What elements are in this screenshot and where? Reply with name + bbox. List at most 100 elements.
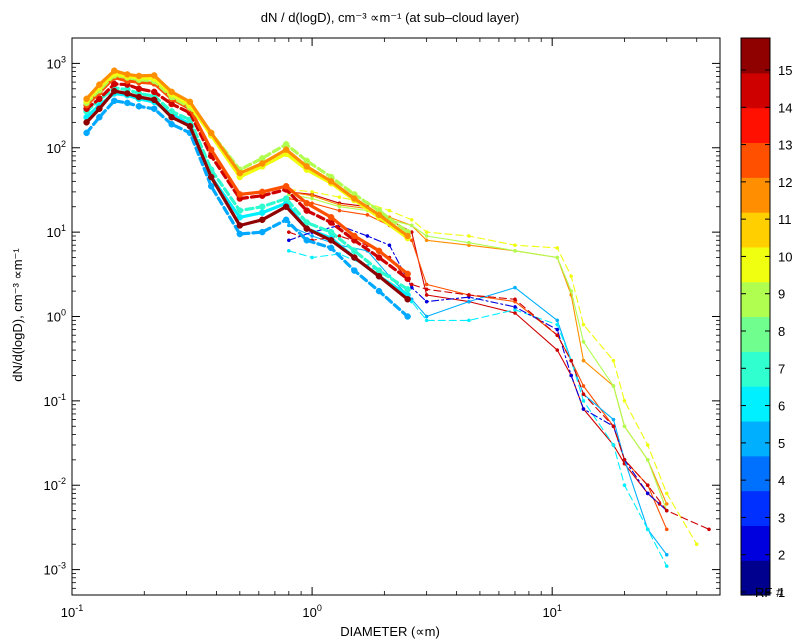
large-particle-series-line-point — [424, 293, 429, 297]
large-particle-series-line-point — [365, 213, 370, 217]
large-particle-series-line-point — [611, 424, 616, 429]
colorbar-tick-label: 14 — [778, 100, 792, 115]
small-particle-series-line-point — [327, 244, 335, 252]
small-particle-series-line-point — [207, 182, 215, 190]
large-particle-series-line-point — [581, 399, 586, 403]
large-particle-series-line-point — [569, 373, 574, 378]
large-particle-series-line-point — [707, 527, 711, 532]
x-tick-label: 101 — [542, 603, 561, 620]
y-tick-label: 100 — [47, 308, 66, 325]
colorbar-swatch — [741, 212, 770, 248]
small-particle-series-line-point — [124, 99, 131, 107]
y-tick-label: 103 — [47, 54, 66, 71]
small-particle-series-line-point — [96, 81, 103, 88]
x-axis-label: DIAMETER (∝m) — [340, 624, 440, 639]
small-particle-series-line-point — [303, 225, 310, 232]
small-particle-series-line-point — [282, 203, 290, 210]
large-particle-series-line-point — [664, 564, 669, 568]
small-particle-series-line-point — [404, 270, 411, 278]
y-tick-label: 10-2 — [44, 476, 66, 493]
large-particle-series-line-point — [645, 527, 650, 532]
colorbar-tick-label: 5 — [778, 436, 785, 451]
colorbar-tick-label: 8 — [778, 324, 785, 339]
large-particle-series-line-point — [286, 248, 291, 253]
colorbar-swatch — [741, 107, 770, 144]
small-particle-series-line-point — [351, 254, 358, 261]
large-particle-series-line-point — [513, 285, 517, 290]
small-particle-series-line-point — [83, 129, 90, 137]
large-particle-series-line-point — [664, 502, 669, 506]
small-particle-series-line-point — [303, 163, 310, 170]
large-particle-series-line-point — [694, 542, 699, 547]
small-particle-series-line-point — [258, 203, 266, 210]
colorbar-tick-label: 10 — [778, 249, 792, 264]
y-axis-label: dN/d(logD), cm⁻³ ∝m⁻¹ — [10, 248, 25, 382]
small-particle-series-line-point — [303, 237, 310, 244]
large-particle-series-line-point — [513, 311, 517, 315]
small-particle-series-line-point — [258, 188, 266, 196]
large-particle-series-line-point — [310, 234, 314, 238]
plot-background — [72, 38, 720, 595]
colorbar-swatch — [741, 246, 770, 283]
small-particle-series-line-point — [135, 103, 143, 110]
y-tick-label: 101 — [47, 223, 66, 240]
plot-area: 10-1 100 101 10-3 10-2 10-1 100 101 102 103 — [44, 37, 721, 620]
large-particle-series-line-point — [409, 282, 414, 287]
small-particle-series-line-point — [111, 67, 118, 74]
colorbar-tick-label: 1 — [778, 585, 785, 600]
colorbar-swatch — [741, 490, 770, 526]
small-particle-series-line-point — [282, 195, 290, 202]
large-particle-series-line-point — [622, 399, 627, 403]
small-particle-series-line-point — [351, 195, 358, 202]
small-particle-series-line-point — [124, 90, 131, 97]
large-particle-series-line-point — [424, 318, 429, 323]
large-particle-series-line-point — [664, 491, 669, 496]
large-particle-series-line-point — [409, 217, 414, 222]
small-particle-series-line-point — [258, 216, 266, 224]
small-particle-series-line-point — [135, 72, 143, 80]
large-particle-series-line — [288, 193, 668, 512]
large-particle-series-line-point — [337, 204, 342, 209]
small-particle-series-line-point — [375, 272, 383, 280]
large-particle-series-line-point — [424, 287, 429, 292]
large-particle-series-line-point — [555, 333, 560, 338]
colorbar-tick-label: 4 — [778, 473, 785, 488]
large-particle-series-line-point — [555, 246, 560, 250]
large-particle-series-line-point — [286, 230, 291, 234]
large-particle-series-line-point — [664, 508, 669, 513]
small-particle-series-line-point — [83, 95, 90, 103]
small-particle-series-line-point — [282, 182, 290, 190]
small-particle-series-line-point — [404, 232, 411, 240]
large-particle-series-line-point — [424, 299, 429, 304]
colorbar-swatch — [741, 38, 770, 74]
colorbar-tick-label: 11 — [778, 212, 792, 227]
colorbar-swatch — [741, 281, 770, 318]
small-particle-series-line-point — [186, 98, 194, 106]
small-particle-series-line-point — [111, 80, 118, 88]
large-particle-series-line-point — [424, 234, 429, 238]
large-particle-series-line-point — [513, 248, 517, 253]
colorbar-swatch — [741, 316, 770, 352]
small-particle-series-line-point — [236, 191, 244, 198]
x-tick-label: 10-1 — [61, 603, 83, 620]
small-particle-series-line-point — [258, 228, 266, 236]
colorbar-swatch — [741, 142, 770, 178]
large-particle-series-line-point — [286, 238, 291, 243]
large-particle-series-line-point — [555, 348, 560, 352]
small-particle-series-line-point — [327, 237, 335, 244]
large-particle-series-line-point — [409, 299, 414, 304]
y-tick-label: 10-3 — [44, 561, 66, 578]
small-particle-series-line-point — [258, 160, 266, 167]
small-particle-series-line-point — [168, 113, 175, 121]
colorbar-tick-label: 3 — [778, 510, 785, 525]
colorbar-label: RF # — [755, 585, 784, 600]
small-particle-series-line-point — [236, 230, 244, 238]
large-particle-series-line-point — [645, 491, 650, 496]
large-particle-series-line-point — [310, 196, 314, 201]
colorbar-tick-label: 9 — [778, 287, 785, 302]
small-particle-series-line-point — [111, 97, 118, 105]
large-particle-series-line-point — [424, 314, 429, 319]
large-particle-series-line — [288, 224, 668, 512]
large-particle-series-line-point — [611, 384, 616, 388]
large-particle-series-line-point — [645, 483, 650, 488]
